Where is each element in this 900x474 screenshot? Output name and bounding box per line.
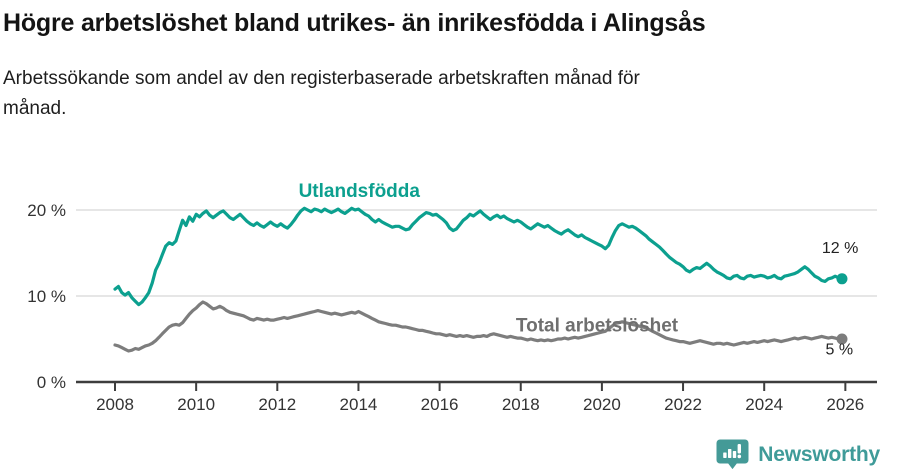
y-axis-tick-label: 20 % (27, 201, 66, 220)
annotation-label: Utlandsfödda (299, 181, 421, 202)
annotation-label: 5 % (825, 341, 853, 358)
series-line-total-arbetsl-shet (113, 300, 844, 353)
series-line-utlandsf-dda (113, 206, 844, 307)
x-axis-tick-label: 2026 (826, 395, 864, 414)
x-axis-tick-label: 2016 (421, 395, 459, 414)
x-axis-tick-label: 2008 (96, 395, 134, 414)
line-chart: 0 % 10 % 20 % 2008 2010 2012 2014 2016 2018 2020 2… (27, 181, 877, 414)
series-end-dot (836, 273, 848, 285)
y-axis-tick-label: 10 % (27, 287, 66, 306)
x-axis-tick-label: 2022 (664, 395, 702, 414)
x-axis-tick-label: 2014 (340, 395, 378, 414)
x-axis-tick-label: 2010 (177, 395, 215, 414)
series-end-dot (836, 333, 848, 345)
newsworthy-wordmark: Newsworthy (758, 442, 880, 466)
x-axis-tick-label: 2012 (258, 395, 296, 414)
newsworthy-logo: Newsworthy (716, 439, 880, 470)
y-axis-tick-label: 0 % (37, 373, 66, 392)
annotation-label: Total arbetslöshet (516, 316, 679, 337)
chart-subtitle-line2: månad. (3, 98, 67, 119)
chart-title: Högre arbetslöshet bland utrikes- än inr… (3, 9, 706, 37)
chart-subtitle-line1: Arbetssökande som andel av den registerb… (3, 68, 640, 89)
newsworthy-bubble-chart-icon (716, 439, 749, 470)
chart-subtitle: Arbetssökande som andel av den registerb… (0, 39, 900, 124)
x-axis-tick-label: 2024 (745, 395, 783, 414)
x-axis-tick-label: 2018 (502, 395, 540, 414)
annotation-label: 12 % (822, 240, 858, 257)
x-axis-tick-label: 2020 (583, 395, 621, 414)
